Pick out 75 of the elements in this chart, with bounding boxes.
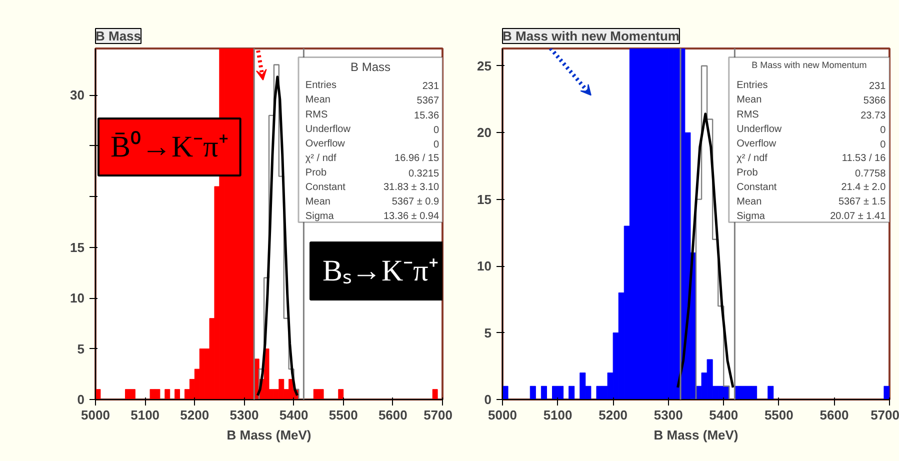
y-tick-label: 15 (70, 240, 85, 255)
annotation: 23.73 (860, 110, 886, 122)
y-tick-label: 20 (477, 125, 492, 140)
annotation: 0.3215 (408, 168, 440, 180)
annotation: 13.36 ± 0.94 (384, 211, 440, 222)
annotation: Mean (305, 94, 330, 106)
x-tick-label: 5400 (709, 408, 738, 422)
annotation: 5366 (863, 96, 886, 107)
annotation: 20.07 ± 1.41 (830, 211, 886, 222)
y-tick-label: 0 (77, 392, 85, 407)
y-tick-label: 5 (77, 341, 85, 356)
annotation: RMS (736, 109, 760, 120)
y-tick-label: 15 (477, 192, 492, 207)
annotation: 231 (868, 81, 886, 92)
annotation: Mean (736, 196, 762, 208)
annotation: 5367 ± 1.5 (838, 196, 886, 208)
x-tick-label: 5200 (598, 408, 628, 422)
annotation: B̄⁰→K⁻π⁺ (110, 130, 228, 164)
annotation: Underflow (736, 124, 782, 135)
annotation: B Mass with new Momentum (752, 60, 867, 70)
x-tick-label: 5100 (130, 408, 160, 422)
annotation: Overflow (736, 138, 777, 150)
annotation: Prob (305, 168, 327, 179)
annotation: 21.4 ± 2.0 (841, 182, 886, 194)
annotation: Underflow (305, 124, 352, 135)
x-tick-label: 5700 (424, 408, 452, 422)
x-tick-label: 5100 (543, 408, 572, 422)
annotation: Prob (736, 168, 758, 179)
annotation: 15.36 (414, 110, 440, 122)
x-tick-label: 5500 (764, 408, 794, 422)
x-tick-label: 5000 (488, 408, 517, 422)
x-tick-label: 5600 (378, 408, 408, 422)
annotation: 11.53 / 16 (842, 152, 886, 164)
annotation: Mean (736, 94, 762, 106)
annotation: 5367 (416, 96, 440, 107)
x-tick-label: 5400 (279, 408, 308, 422)
annotation: 0 (433, 139, 440, 150)
annotation: 5367 ± 0.9 (392, 196, 440, 208)
x-tick-label: 5200 (180, 408, 210, 422)
chart-title: B Mass (96, 28, 142, 44)
x-tick-label: 5500 (328, 408, 358, 422)
x-tick-label: 5300 (230, 408, 259, 422)
x-axis-title: B Mass (MeV) (654, 428, 738, 442)
y-tick-label: 10 (477, 258, 492, 274)
annotation: Sigma (305, 211, 334, 222)
annotation: RMS (305, 109, 328, 120)
annotation: Constant (736, 182, 777, 194)
annotation: Mean (305, 196, 330, 208)
annotation: B Mass (350, 60, 391, 74)
x-axis-title: B Mass (MeV) (226, 428, 312, 442)
x-tick-label: 5000 (81, 408, 110, 422)
y-tick-label: 10 (70, 290, 85, 306)
y-tick-label: 5 (484, 325, 492, 340)
annotation: Bₛ→K⁻π⁺ (322, 254, 438, 288)
x-tick-label: 5600 (820, 408, 849, 422)
annotation: 0 (433, 124, 440, 136)
annotation: Entries (305, 80, 337, 92)
chart-title: B Mass with new Momentum (502, 28, 680, 44)
x-tick-label: 5300 (654, 408, 683, 422)
annotation: Entries (736, 80, 768, 92)
y-tick-label: 30 (70, 88, 85, 103)
annotation: 231 (422, 81, 440, 92)
annotation: χ² / ndf (305, 152, 336, 164)
annotation: 0 (880, 139, 886, 150)
y-tick-label: 0 (484, 392, 492, 407)
x-tick-label: 5700 (870, 408, 899, 422)
annotation: 31.83 ± 3.10 (384, 182, 440, 194)
annotation: 0 (880, 124, 886, 136)
annotation: 16.96 / 15 (394, 152, 440, 164)
annotation: Sigma (736, 211, 766, 222)
annotation: Constant (305, 182, 346, 194)
y-tick-label: 25 (477, 58, 492, 74)
annotation: χ² / ndf (736, 152, 768, 164)
annotation: Overflow (305, 138, 346, 150)
annotation: 0.7758 (855, 168, 886, 180)
